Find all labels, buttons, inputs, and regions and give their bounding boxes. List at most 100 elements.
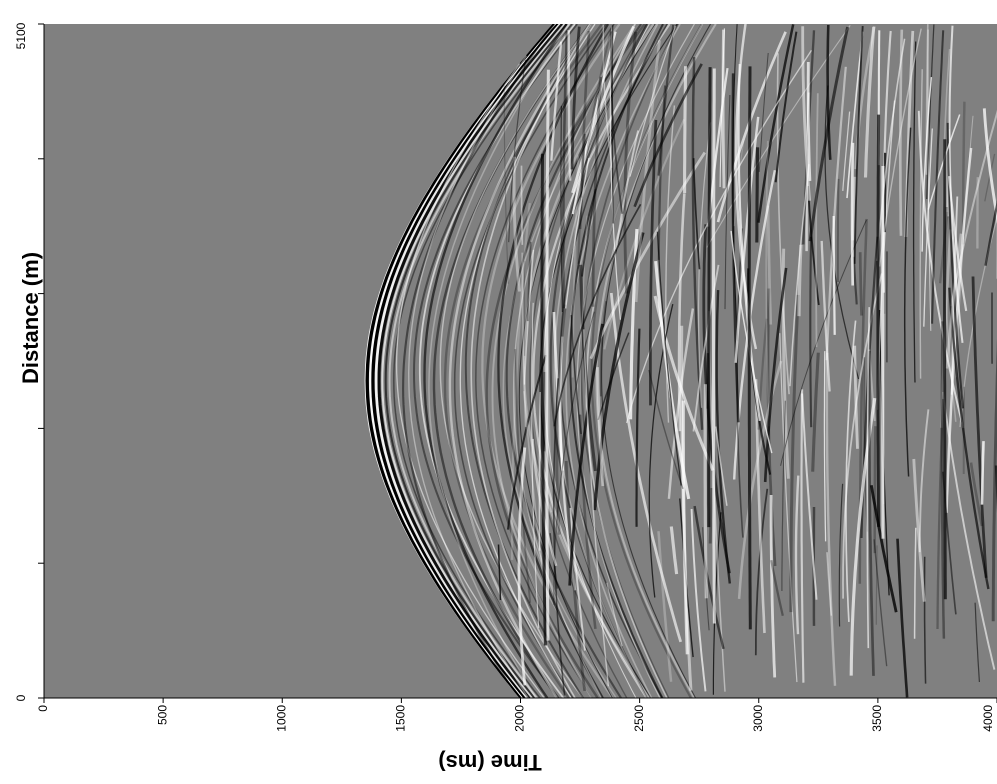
wavefront [737, 64, 761, 422]
wavefront [602, 25, 613, 168]
wavefront [625, 49, 813, 424]
wavefront [657, 531, 673, 682]
wavefront [571, 31, 617, 215]
wavefront [943, 139, 947, 600]
wavefront [715, 426, 728, 506]
wavefront [497, 544, 502, 601]
wavefront [940, 321, 946, 639]
wavefront [946, 122, 965, 409]
wavefront [512, 156, 522, 292]
wavefront [852, 256, 858, 305]
wavefront [776, 53, 790, 395]
wavefront [811, 352, 820, 472]
wavefront [724, 94, 731, 310]
wavefront [523, 249, 535, 385]
x-tick-label: 3000 [751, 705, 765, 732]
wavefront [428, 24, 571, 698]
wavefront [512, 24, 636, 698]
wavefront [610, 31, 624, 214]
wavefront [876, 38, 906, 261]
wavefront [845, 320, 857, 622]
wavefront [769, 495, 777, 678]
wavefront [757, 24, 795, 223]
wavefront [918, 409, 930, 553]
wavefront [545, 69, 550, 641]
wavefront [825, 66, 847, 361]
wavefront [408, 55, 529, 698]
wavefront [580, 31, 591, 198]
wavefront [532, 24, 671, 698]
x-tick-label: 1500 [394, 705, 408, 732]
wavefront [808, 26, 850, 242]
wavefront [763, 267, 788, 483]
wavefront [553, 378, 566, 696]
wavefront [683, 66, 688, 193]
wavefront [955, 115, 974, 378]
wavefront [842, 111, 851, 191]
wavefront [565, 24, 681, 698]
wavefront [606, 582, 623, 647]
wavefront [459, 24, 596, 698]
wavefront [931, 30, 945, 324]
wavefront [615, 130, 640, 250]
wavefront [820, 240, 831, 392]
wavefront [858, 252, 863, 316]
wavefront [520, 165, 524, 245]
axes: 0 500 1000 1500 2000 2500 3000 3500 4000 0 5100 [14, 22, 997, 732]
wavefront [581, 189, 597, 277]
wavefront [869, 485, 898, 613]
wavefront [832, 216, 836, 335]
wavefront [448, 24, 592, 698]
wavefront [609, 26, 622, 320]
wavefront [912, 41, 917, 383]
wavefront [948, 176, 968, 312]
wavefront [550, 41, 563, 161]
wavefront [846, 31, 864, 199]
wavefront [423, 24, 568, 698]
wavefront [629, 25, 676, 177]
wavefront [876, 114, 881, 527]
wavefront [669, 526, 679, 575]
wavefront [866, 307, 871, 649]
wavefront [611, 25, 614, 224]
wavefront [374, 24, 562, 698]
wavefront [706, 24, 851, 248]
wavefront [690, 508, 707, 692]
wavefront [779, 333, 798, 683]
wavefront [734, 116, 760, 363]
wavefront [853, 345, 859, 449]
wavefront [913, 527, 917, 639]
wavefront [395, 63, 545, 698]
wavefront [506, 354, 547, 530]
wavefront [523, 260, 526, 356]
wavefront [926, 24, 935, 200]
wavefront [984, 153, 996, 202]
wavefront [553, 203, 642, 427]
wavefront [912, 458, 926, 602]
wavefront [553, 311, 595, 606]
wavefront [393, 24, 573, 698]
wavefront [770, 560, 784, 616]
wavefront [529, 24, 648, 698]
y-axis-title: Distance (m) [18, 252, 43, 384]
wavefront [657, 24, 675, 176]
wavefront [923, 556, 927, 684]
wavefront [648, 303, 674, 598]
wavefront [734, 24, 758, 350]
wavefront [719, 28, 725, 188]
wavefront [514, 349, 532, 603]
wavefront [649, 119, 658, 406]
wavefront [797, 244, 803, 317]
seismic-field [364, 24, 997, 698]
wavefront [875, 545, 878, 625]
wavefront [991, 338, 997, 622]
wavefront [596, 367, 605, 487]
wavefront [503, 85, 509, 284]
wavefront [971, 276, 988, 578]
wavefront [691, 57, 704, 430]
wavefront [873, 426, 877, 554]
wavefront [681, 400, 689, 655]
wavefront [969, 462, 984, 527]
